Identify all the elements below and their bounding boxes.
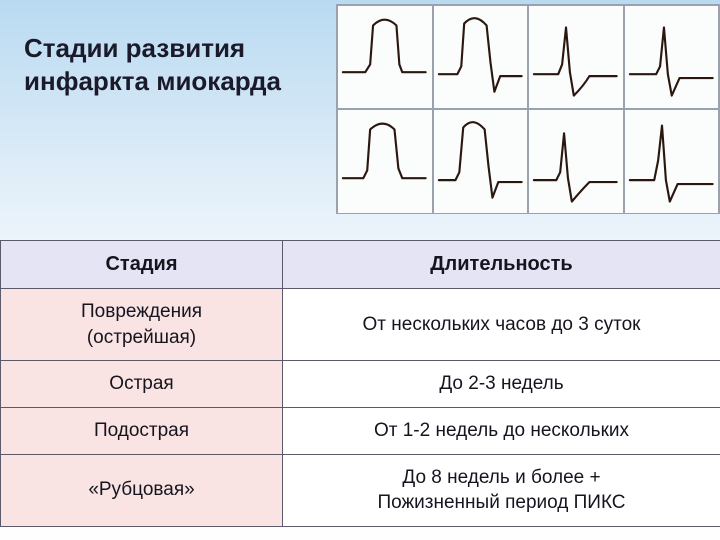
ecg-waveform-icon (338, 6, 432, 108)
table-row: «Рубцовая» До 8 недель и более +Пожизнен… (1, 454, 720, 526)
stage-cell: Подострая (1, 407, 283, 454)
duration-cell: От нескольких часов до 3 суток (283, 289, 720, 361)
stage-cell: Повреждения(острейшая) (1, 289, 283, 361)
ecg-waveform-icon (338, 110, 432, 212)
stage-cell: «Рубцовая» (1, 454, 283, 526)
stage-cell: Острая (1, 361, 283, 408)
ecg-cell (433, 109, 529, 213)
ecg-cell (433, 5, 529, 109)
ecg-waveform-icon (529, 6, 623, 108)
duration-cell: От 1-2 недель до нескольких (283, 407, 720, 454)
page-title: Стадии развитияинфаркта миокарда (24, 32, 281, 97)
duration-cell: До 2-3 недель (283, 361, 720, 408)
ecg-waveform-icon (625, 6, 719, 108)
ecg-waveform-icon (434, 6, 528, 108)
table-row: Острая До 2-3 недель (1, 361, 720, 408)
ecg-cell (337, 5, 433, 109)
ecg-waveform-icon (625, 110, 719, 212)
ecg-waveform-icon (529, 110, 623, 212)
header-stage: Стадия (1, 241, 283, 289)
header-duration: Длительность (283, 241, 720, 289)
ecg-waveform-icon (434, 110, 528, 212)
table-row: Подострая От 1-2 недель до нескольких (1, 407, 720, 454)
table-row: Повреждения(острейшая) От нескольких час… (1, 289, 720, 361)
ecg-cell (337, 109, 433, 213)
table-header-row: Стадия Длительность (1, 241, 720, 289)
ecg-cell (624, 5, 720, 109)
ecg-cell (528, 5, 624, 109)
ecg-waveform-grid (336, 4, 720, 214)
ecg-cell (624, 109, 720, 213)
duration-cell: До 8 недель и более +Пожизненный период … (283, 454, 720, 526)
ecg-cell (528, 109, 624, 213)
stages-table: Стадия Длительность Повреждения(острейша… (0, 240, 720, 527)
